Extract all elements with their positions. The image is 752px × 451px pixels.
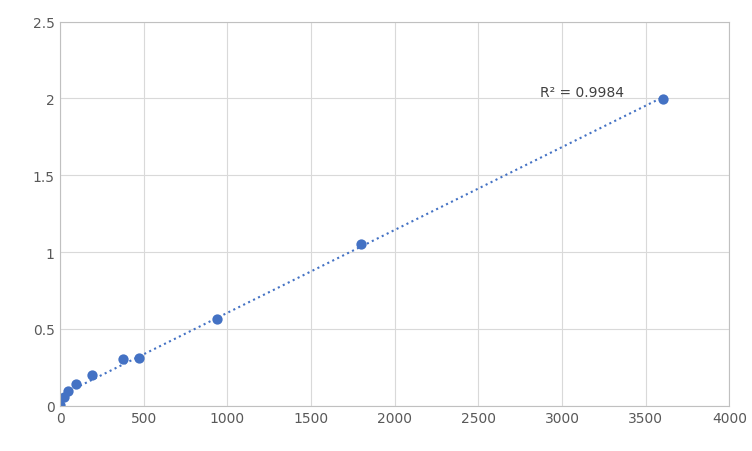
Point	[62, 388, 74, 395]
Point	[54, 402, 66, 409]
Text: R² = 0.9984: R² = 0.9984	[541, 86, 624, 100]
Point	[132, 355, 144, 362]
Point	[355, 240, 367, 248]
Point	[656, 97, 669, 104]
Point	[211, 316, 223, 323]
Point	[117, 355, 129, 363]
Point	[70, 381, 82, 388]
Point	[86, 372, 98, 379]
Point	[58, 393, 70, 400]
